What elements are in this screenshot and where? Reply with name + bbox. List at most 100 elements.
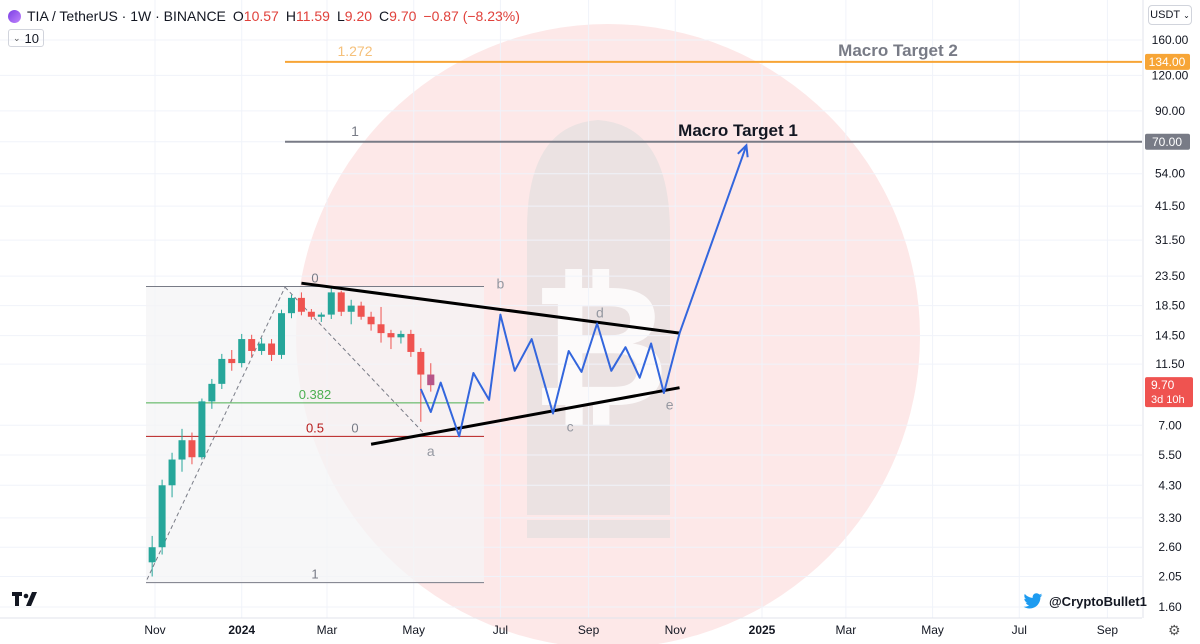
y-tick-label: 18.50 [1155, 299, 1185, 313]
candle-body [198, 401, 206, 458]
tia-logo-icon [8, 9, 21, 23]
target-title: Macro Target 2 [838, 41, 958, 60]
candle-body [327, 292, 335, 315]
y-tick-label: 2.05 [1158, 569, 1182, 583]
x-tick-label: Mar [836, 623, 857, 637]
wave-label: a [427, 443, 435, 459]
y-tick-label: 2.60 [1158, 540, 1182, 554]
target-ratio-label: 1 [351, 123, 359, 139]
fib-extra-label: 0 [351, 420, 358, 435]
x-tick-label: 2024 [228, 623, 255, 637]
candle-body [377, 324, 385, 334]
fib-level-label: 0 [311, 271, 318, 286]
y-tick-label: 54.00 [1155, 167, 1185, 181]
candle-body [287, 297, 295, 314]
y-tick-label: 41.50 [1155, 199, 1185, 213]
y-tick-label: 14.50 [1155, 329, 1185, 343]
indicator-toggle[interactable]: ⌄ 10 [8, 29, 44, 47]
x-tick-label: 2025 [749, 623, 776, 637]
y-tick-label: 90.00 [1155, 104, 1185, 118]
y-tick-label: 3.30 [1158, 511, 1182, 525]
current-price-tag [1145, 377, 1193, 408]
y-tick-label: 31.50 [1155, 233, 1185, 247]
candle-body [407, 333, 415, 352]
wave-label: b [497, 275, 505, 291]
gear-icon[interactable]: ⚙ [1168, 622, 1181, 638]
projection-arrow-head [737, 143, 749, 158]
y-tick-label: 23.50 [1155, 269, 1185, 283]
projection-path [419, 145, 748, 438]
candle-body [347, 305, 355, 312]
high-label: H [285, 8, 296, 24]
symbol-title[interactable]: TIA / TetherUS · 1W · BINANCE [27, 8, 226, 24]
chevron-down-icon: ⌄ [13, 32, 21, 43]
fib-level-label: 0.382 [299, 387, 332, 402]
candle-body [158, 485, 166, 548]
close-value: 9.70 [389, 8, 417, 24]
target-title: Macro Target 1 [678, 121, 798, 140]
triangle-upper-line [301, 281, 680, 335]
y-tick-label: 4.30 [1158, 478, 1182, 492]
close-label: C [379, 8, 390, 24]
candle-body [357, 305, 365, 317]
x-tick-label: Sep [1097, 623, 1119, 637]
candle-body [178, 440, 186, 460]
candle-body [268, 343, 276, 355]
change-value: −0.87 (−8.23%) [423, 8, 520, 24]
fib-level-label: 0.5 [306, 420, 324, 435]
target-price-tag [1145, 133, 1190, 150]
y-tick-label: 7.00 [1158, 418, 1182, 432]
candle-body [148, 547, 156, 563]
candle-body [307, 311, 315, 317]
chevron-down-icon: ⌄ [1183, 10, 1190, 20]
x-tick-label: Sep [578, 623, 600, 637]
candle-body [258, 343, 266, 351]
handle-text: @CryptoBullet1 [1049, 594, 1147, 609]
candle-body [317, 314, 325, 317]
target-price-label: 134.00 [1149, 55, 1186, 69]
y-tick-label: 11.50 [1155, 357, 1184, 371]
twitter-handle: @CryptoBullet1 [1022, 593, 1147, 610]
candle-body [248, 339, 256, 351]
indicator-count: 10 [24, 30, 40, 46]
x-tick-label: Nov [665, 623, 686, 637]
low-value: 9.20 [344, 8, 373, 24]
countdown-label: 3d 10h [1151, 394, 1185, 406]
currency-select[interactable]: USDT ⌄ [1148, 5, 1192, 25]
target-price-tag [1145, 53, 1190, 70]
target-ratio-label: 1.272 [337, 43, 372, 59]
candle-body [397, 333, 405, 338]
candle-body [218, 358, 226, 384]
candle-body [238, 339, 246, 364]
wave-label: e [666, 397, 674, 413]
candle-body [208, 383, 216, 402]
x-tick-label: Mar [317, 623, 338, 637]
open-label: O [232, 8, 244, 24]
candle-body [278, 313, 286, 355]
candle-body [188, 440, 196, 458]
low-label: L [336, 8, 345, 24]
candle-body [168, 459, 176, 486]
candle-body [387, 333, 395, 338]
fib-level-label: 1 [311, 567, 318, 582]
watermark-bullet-base [527, 520, 670, 538]
fib-trend-line [146, 286, 286, 580]
high-value: 11.59 [295, 8, 330, 24]
wave-label: d [596, 304, 604, 320]
y-tick-label: 1.60 [1158, 600, 1182, 614]
y-tick-label: 160.00 [1152, 33, 1189, 47]
tradingview-logo-icon[interactable] [12, 590, 40, 611]
fib-trend-line [284, 286, 426, 435]
wave-label: c [567, 419, 574, 435]
target-price-label: 70.00 [1152, 135, 1182, 149]
current-price-label: 9.70 [1151, 378, 1175, 392]
y-tick-label: 120.00 [1152, 68, 1189, 82]
symbol-header[interactable]: TIA / TetherUS · 1W · BINANCE O 10.57 H 11… [8, 5, 520, 27]
candle-body [417, 351, 425, 375]
x-tick-label: Jul [493, 623, 508, 637]
watermark-bitcoin-symbol: ₿ [531, 252, 670, 442]
twitter-bird-icon [1023, 593, 1043, 609]
y-tick-label: 5.50 [1158, 448, 1182, 462]
